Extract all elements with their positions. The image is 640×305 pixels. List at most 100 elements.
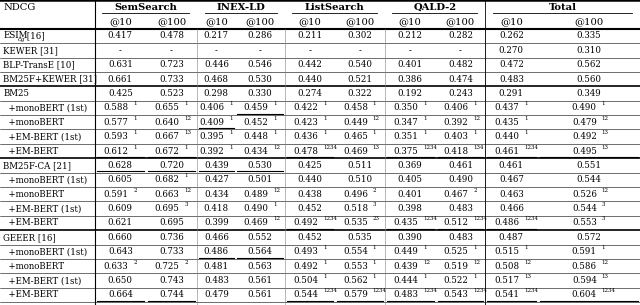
Text: 0.467: 0.467 xyxy=(499,175,524,184)
Text: 0.554: 0.554 xyxy=(343,247,368,256)
Text: -: - xyxy=(459,46,462,55)
Text: 1: 1 xyxy=(229,130,232,135)
Text: 0.386: 0.386 xyxy=(398,75,422,84)
Text: 0.655: 0.655 xyxy=(155,103,179,113)
Text: 1: 1 xyxy=(524,245,527,250)
Text: cg: cg xyxy=(18,37,26,41)
Text: 0.562: 0.562 xyxy=(343,276,368,285)
Text: 0.493: 0.493 xyxy=(293,247,318,256)
Text: 0.495: 0.495 xyxy=(572,147,596,156)
Text: 1: 1 xyxy=(372,101,376,106)
Text: +monoBERT (1st): +monoBERT (1st) xyxy=(3,247,88,256)
Text: 0.723: 0.723 xyxy=(159,60,184,69)
Text: @10: @10 xyxy=(299,17,321,26)
Text: 0.561: 0.561 xyxy=(248,290,273,300)
Text: 0.452: 0.452 xyxy=(298,233,323,242)
Text: 0.725: 0.725 xyxy=(155,262,179,271)
Text: 0.461: 0.461 xyxy=(448,161,473,170)
Text: 1234: 1234 xyxy=(602,289,616,293)
Text: 13: 13 xyxy=(602,130,609,135)
Text: 0.418: 0.418 xyxy=(444,147,468,156)
Text: KEWER [31]: KEWER [31] xyxy=(3,46,58,55)
Text: 0.466: 0.466 xyxy=(499,204,524,213)
Text: 0.427: 0.427 xyxy=(204,175,228,184)
Text: 1: 1 xyxy=(423,101,426,106)
Text: 13: 13 xyxy=(372,145,380,149)
Text: 0.586: 0.586 xyxy=(572,262,597,271)
Text: 0.562: 0.562 xyxy=(577,60,601,69)
Text: +monoBERT (1st): +monoBERT (1st) xyxy=(3,103,88,113)
Text: 0.438: 0.438 xyxy=(298,190,323,199)
Text: 0.530: 0.530 xyxy=(248,161,273,170)
Text: 0.553: 0.553 xyxy=(343,262,368,271)
Text: 1: 1 xyxy=(372,274,376,279)
Text: 0.544: 0.544 xyxy=(572,204,596,213)
Text: 0.720: 0.720 xyxy=(159,161,184,170)
Text: 1: 1 xyxy=(474,274,477,279)
Text: 1: 1 xyxy=(323,101,326,106)
Text: 0.661: 0.661 xyxy=(108,75,133,84)
Text: 0.322: 0.322 xyxy=(348,89,372,98)
Text: 1234: 1234 xyxy=(323,217,337,221)
Text: 0.544: 0.544 xyxy=(293,290,318,300)
Text: 0.492: 0.492 xyxy=(293,262,318,271)
Text: 0.439: 0.439 xyxy=(204,161,228,170)
Text: 0.262: 0.262 xyxy=(499,31,524,41)
Text: 2: 2 xyxy=(133,260,136,265)
Text: 1234: 1234 xyxy=(423,145,437,149)
Text: +monoBERT: +monoBERT xyxy=(3,262,65,271)
Text: 3: 3 xyxy=(602,202,605,207)
Text: 0.591: 0.591 xyxy=(572,247,597,256)
Text: 0.553: 0.553 xyxy=(572,218,596,228)
Text: 0.452: 0.452 xyxy=(243,118,268,127)
Text: @100: @100 xyxy=(446,17,475,26)
Text: 1: 1 xyxy=(323,116,326,121)
Text: 1234: 1234 xyxy=(524,289,538,293)
Text: 0.512: 0.512 xyxy=(444,218,468,228)
Text: 0.672: 0.672 xyxy=(155,147,179,156)
Text: 12: 12 xyxy=(273,145,280,149)
Text: 0.643: 0.643 xyxy=(108,247,132,256)
Text: 13: 13 xyxy=(602,274,609,279)
Text: 0.347: 0.347 xyxy=(394,118,418,127)
Text: 0.436: 0.436 xyxy=(293,132,318,141)
Text: 0.442: 0.442 xyxy=(298,60,323,69)
Text: 0.217: 0.217 xyxy=(204,31,229,41)
Text: 0.572: 0.572 xyxy=(577,233,601,242)
Text: 12: 12 xyxy=(273,217,280,221)
Text: 0.401: 0.401 xyxy=(397,190,423,199)
Text: 23: 23 xyxy=(372,217,380,221)
Text: +EM-BERT: +EM-BERT xyxy=(3,147,58,156)
Text: 0.478: 0.478 xyxy=(159,31,184,41)
Text: 0.481: 0.481 xyxy=(204,262,229,271)
Text: +EM-BERT (1st): +EM-BERT (1st) xyxy=(3,204,81,213)
Text: 1: 1 xyxy=(323,274,326,279)
Text: 0.435: 0.435 xyxy=(394,218,418,228)
Text: 1: 1 xyxy=(133,130,136,135)
Text: 0.496: 0.496 xyxy=(343,190,368,199)
Text: 0.631: 0.631 xyxy=(108,60,132,69)
Text: 0.525: 0.525 xyxy=(444,247,468,256)
Text: 1: 1 xyxy=(133,116,136,121)
Text: 0.434: 0.434 xyxy=(243,147,268,156)
Text: 0.543: 0.543 xyxy=(444,290,468,300)
Text: 0.519: 0.519 xyxy=(444,262,468,271)
Text: 0.650: 0.650 xyxy=(108,276,133,285)
Text: @100: @100 xyxy=(157,17,186,26)
Text: 0.535: 0.535 xyxy=(343,218,368,228)
Text: 0.439: 0.439 xyxy=(394,262,418,271)
Text: 0.437: 0.437 xyxy=(495,103,519,113)
Text: 0.492: 0.492 xyxy=(572,132,596,141)
Text: 1: 1 xyxy=(372,130,376,135)
Text: 0.733: 0.733 xyxy=(159,75,184,84)
Text: NDCG: NDCG xyxy=(3,3,36,12)
Text: 0.349: 0.349 xyxy=(577,89,601,98)
Text: 1: 1 xyxy=(474,101,477,106)
Text: 0.609: 0.609 xyxy=(108,204,133,213)
Text: 12: 12 xyxy=(602,260,609,265)
Text: 0.406: 0.406 xyxy=(444,103,468,113)
Text: 0.435: 0.435 xyxy=(495,118,519,127)
Text: 1234: 1234 xyxy=(372,289,387,293)
Text: BM25: BM25 xyxy=(3,89,29,98)
Text: 0.452: 0.452 xyxy=(298,204,323,213)
